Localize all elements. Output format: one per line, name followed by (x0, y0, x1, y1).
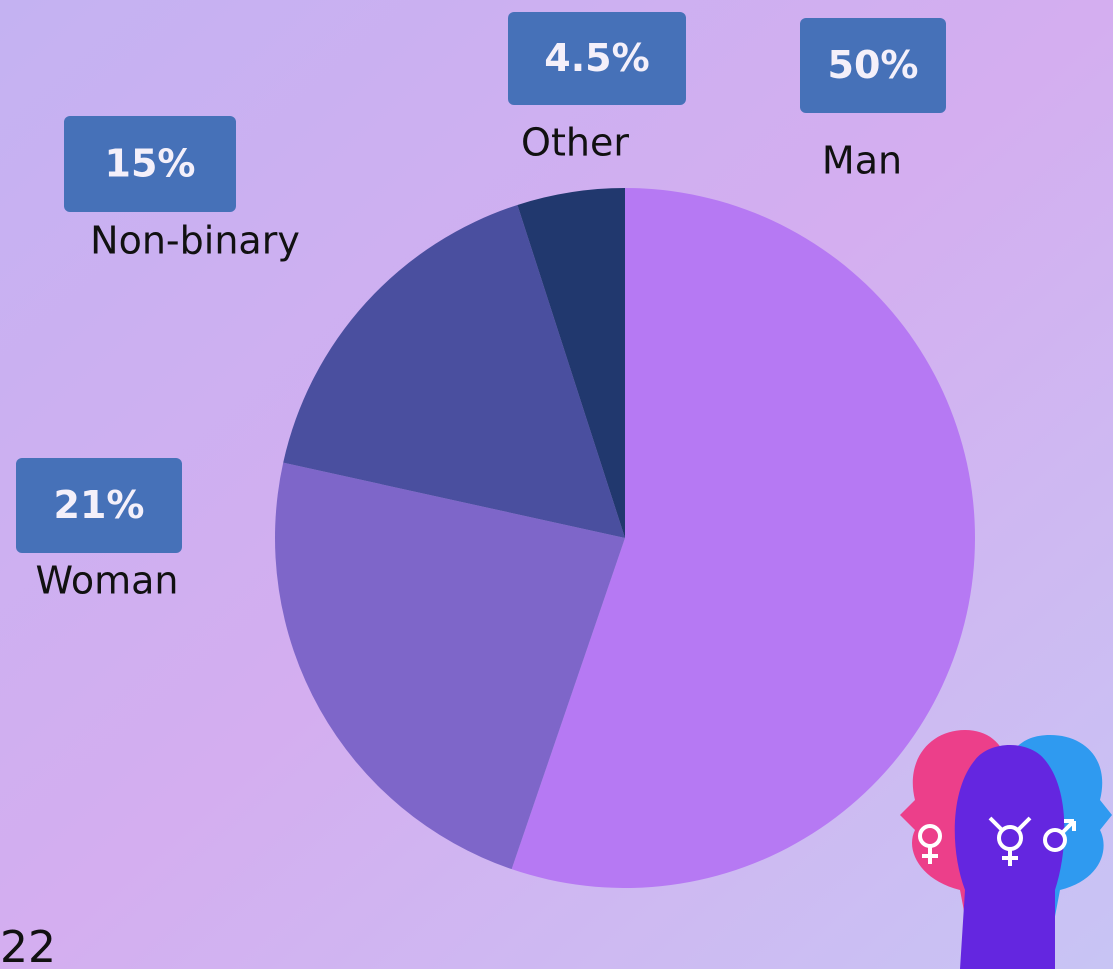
pie (275, 188, 975, 888)
chart: 50% Man 21% Woman 15% Non-binary 4.5% Other 22 (0, 0, 1113, 969)
value-label: 21% (54, 483, 145, 527)
value-label: 4.5% (544, 36, 649, 80)
category-label: Man (822, 139, 902, 183)
category-label: Woman (36, 559, 179, 603)
value-label: 15% (105, 142, 196, 186)
page: 50%Man21%Woman15%Non-binary4.5%Other 22 … (0, 0, 1113, 969)
category-label: Other (521, 121, 629, 165)
category-label: Non-binary (90, 219, 300, 263)
value-label: 50% (828, 43, 919, 87)
page-number: 22 (0, 922, 56, 969)
